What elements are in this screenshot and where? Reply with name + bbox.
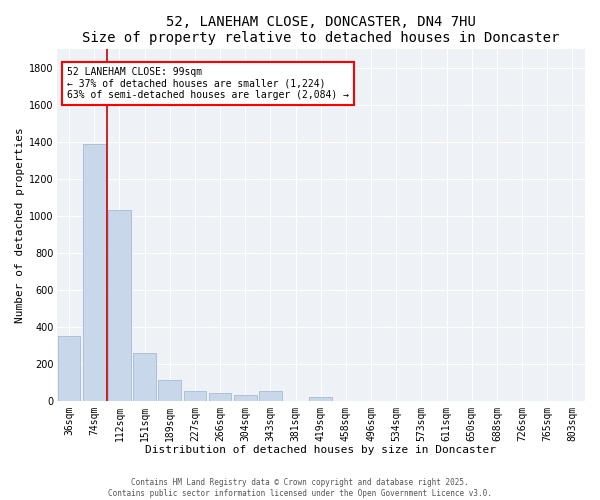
Bar	[158, 380, 181, 400]
Bar	[209, 394, 232, 400]
Text: 52 LANEHAM CLOSE: 99sqm
← 37% of detached houses are smaller (1,224)
63% of semi: 52 LANEHAM CLOSE: 99sqm ← 37% of detache…	[67, 66, 349, 100]
Bar	[310, 397, 332, 400]
Y-axis label: Number of detached properties: Number of detached properties	[15, 127, 25, 323]
X-axis label: Distribution of detached houses by size in Doncaster: Distribution of detached houses by size …	[145, 445, 496, 455]
Bar	[108, 210, 131, 400]
Title: 52, LANEHAM CLOSE, DONCASTER, DN4 7HU
Size of property relative to detached hous: 52, LANEHAM CLOSE, DONCASTER, DN4 7HU Si…	[82, 15, 559, 45]
Bar	[259, 390, 282, 400]
Bar	[234, 395, 257, 400]
Bar	[58, 336, 80, 400]
Text: Contains HM Land Registry data © Crown copyright and database right 2025.
Contai: Contains HM Land Registry data © Crown c…	[108, 478, 492, 498]
Bar	[133, 352, 156, 401]
Bar	[184, 392, 206, 400]
Bar	[83, 144, 106, 400]
